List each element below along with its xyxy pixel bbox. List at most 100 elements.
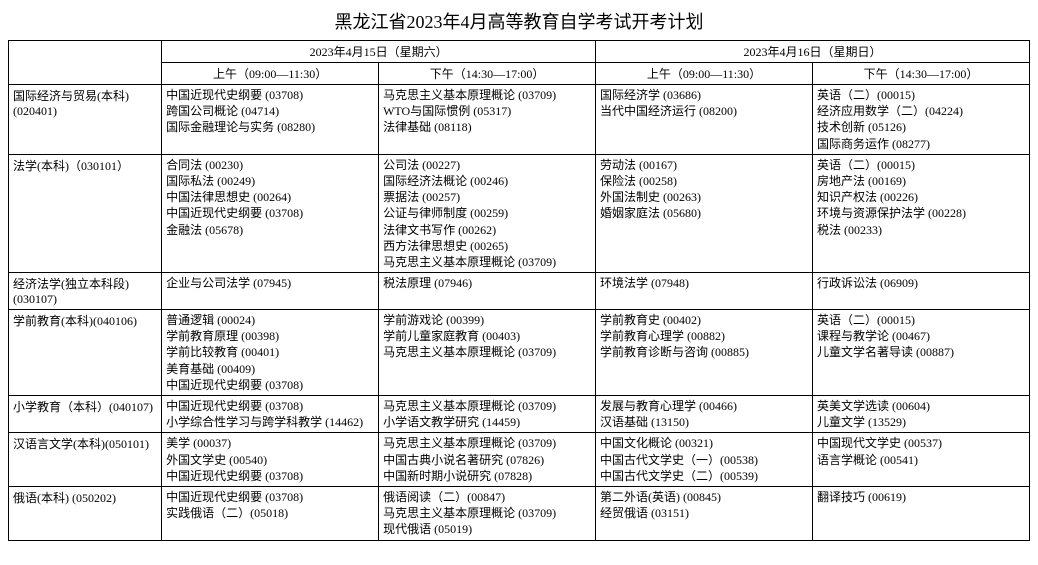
session-cell: 国际经济学 (03686)当代中国经济运行 (08200): [596, 85, 813, 155]
course-line: 儿童文学 (13529): [817, 414, 1025, 430]
session-cell: 公司法 (00227)国际经济法概论 (00246)票据法 (00257)公证与…: [379, 154, 596, 272]
course-line: 西方法律思想史 (00265): [383, 238, 591, 254]
session-cell: 马克思主义基本原理概论 (03709)WTO与国际惯例 (05317)法律基础 …: [379, 85, 596, 155]
course-line: 合同法 (00230): [166, 157, 374, 173]
course-line: 公司法 (00227): [383, 157, 591, 173]
course-line: 实践俄语（二）(05018): [166, 505, 374, 521]
course-line: 第二外语(英语) (00845): [600, 489, 808, 505]
session-cell: 英语（二）(00015)课程与教学论 (00467)儿童文学名著导读 (0088…: [813, 310, 1030, 396]
course-line: 保险法 (00258): [600, 173, 808, 189]
course-line: 中国现代文学史 (00537): [817, 435, 1025, 451]
course-line: 中国近现代史纲要 (03708): [166, 205, 374, 221]
course-line: 经贸俄语 (03151): [600, 505, 808, 521]
course-line: 普通逻辑 (00024): [166, 312, 374, 328]
major-cell: 学前教育(本科)(040106): [9, 310, 162, 396]
session-cell: 英语（二）(00015)经济应用数学（二）(04224)技术创新 (05126)…: [813, 85, 1030, 155]
course-line: 英语（二）(00015): [817, 312, 1025, 328]
session-cell: 发展与教育心理学 (00466)汉语基础 (13150): [596, 396, 813, 433]
course-line: 课程与教学论 (00467): [817, 328, 1025, 344]
session-cell: 合同法 (00230)国际私法 (00249)中国法律思想史 (00264)中国…: [162, 154, 379, 272]
session-cell: 中国近现代史纲要 (03708)实践俄语（二）(05018): [162, 486, 379, 540]
session-cell: 税法原理 (07946): [379, 273, 596, 310]
session-cell: 俄语阅读（二）(00847)马克思主义基本原理概论 (03709)现代俄语 (0…: [379, 486, 596, 540]
session-cell: 中国近现代史纲要 (03708)小学综合性学习与跨学科教学 (14462): [162, 396, 379, 433]
course-line: 英语（二）(00015): [817, 157, 1025, 173]
course-line: 知识产权法 (00226): [817, 189, 1025, 205]
course-line: 公证与律师制度 (00259): [383, 205, 591, 221]
course-line: 国际经济法概论 (00246): [383, 173, 591, 189]
course-line: 学前教育心理学 (00882): [600, 328, 808, 344]
course-line: 环境与资源保护法学 (00228): [817, 205, 1025, 221]
session-cell: 学前教育史 (00402)学前教育心理学 (00882)学前教育诊断与咨询 (0…: [596, 310, 813, 396]
course-line: 中国近现代史纲要 (03708): [166, 489, 374, 505]
session-cell: 环境法学 (07948): [596, 273, 813, 310]
course-line: 国际私法 (00249): [166, 173, 374, 189]
major-cell: 俄语(本科) (050202): [9, 486, 162, 540]
course-line: 技术创新 (05126): [817, 119, 1025, 135]
course-line: 中国文化概论 (00321): [600, 435, 808, 451]
course-line: 翻译技巧 (00619): [817, 489, 1025, 505]
course-line: 房地产法 (00169): [817, 173, 1025, 189]
course-line: 学前教育诊断与咨询 (00885): [600, 344, 808, 360]
course-line: 马克思主义基本原理概论 (03709): [383, 254, 591, 270]
day2-header: 2023年4月16日（星期日）: [596, 41, 1030, 63]
course-line: 税法原理 (07946): [383, 275, 591, 291]
session-cell: 英语（二）(00015)房地产法 (00169)知识产权法 (00226)环境与…: [813, 154, 1030, 272]
session-cell: 学前游戏论 (00399)学前儿童家庭教育 (00403)马克思主义基本原理概论…: [379, 310, 596, 396]
sat-pm-header: 下午（14:30—17:00）: [379, 63, 596, 85]
session-cell: 第二外语(英语) (00845)经贸俄语 (03151): [596, 486, 813, 540]
course-line: 语言学概论 (00541): [817, 452, 1025, 468]
session-cell: 中国近现代史纲要 (03708)跨国公司概论 (04714)国际金融理论与实务 …: [162, 85, 379, 155]
table-row: 国际经济与贸易(本科)(020401)中国近现代史纲要 (03708)跨国公司概…: [9, 85, 1030, 155]
major-cell: 国际经济与贸易(本科)(020401): [9, 85, 162, 155]
session-cell: 美学 (00037)外国文学史 (00540)中国近现代史纲要 (03708): [162, 433, 379, 487]
session-cell: 马克思主义基本原理概论 (03709)小学语文教学研究 (14459): [379, 396, 596, 433]
course-line: 国际金融理论与实务 (08280): [166, 119, 374, 135]
course-line: 经济应用数学（二）(04224): [817, 103, 1025, 119]
major-header: [9, 41, 162, 85]
sat-am-header: 上午（09:00—11:30）: [162, 63, 379, 85]
sun-pm-header: 下午（14:30—17:00）: [813, 63, 1030, 85]
exam-schedule-table: 2023年4月15日（星期六） 2023年4月16日（星期日） 上午（09:00…: [8, 40, 1030, 541]
course-line: 现代俄语 (05019): [383, 521, 591, 537]
course-line: 学前游戏论 (00399): [383, 312, 591, 328]
course-line: 英美文学选读 (00604): [817, 398, 1025, 414]
course-line: 马克思主义基本原理概论 (03709): [383, 398, 591, 414]
course-line: 中国法律思想史 (00264): [166, 189, 374, 205]
session-cell: 英美文学选读 (00604)儿童文学 (13529): [813, 396, 1030, 433]
course-line: 法律文书写作 (00262): [383, 222, 591, 238]
session-cell: 劳动法 (00167)保险法 (00258)外国法制史 (00263)婚姻家庭法…: [596, 154, 813, 272]
course-line: 中国近现代史纲要 (03708): [166, 398, 374, 414]
session-cell: 中国文化概论 (00321)中国古代文学史（一）(00538)中国古代文学史（二…: [596, 433, 813, 487]
major-cell: 法学(本科)（030101）: [9, 154, 162, 272]
course-line: 中国古代文学史（二）(00539): [600, 468, 808, 484]
table-row: 法学(本科)（030101）合同法 (00230)国际私法 (00249)中国法…: [9, 154, 1030, 272]
table-row: 经济法学(独立本科段)(030107)企业与公司法学 (07945)税法原理 (…: [9, 273, 1030, 310]
course-line: 国际经济学 (03686): [600, 87, 808, 103]
major-cell: 小学教育（本科）(040107): [9, 396, 162, 433]
course-line: 行政诉讼法 (06909): [817, 275, 1025, 291]
course-line: 当代中国经济运行 (08200): [600, 103, 808, 119]
course-line: 俄语阅读（二）(00847): [383, 489, 591, 505]
course-line: 税法 (00233): [817, 222, 1025, 238]
table-header-row-1: 2023年4月15日（星期六） 2023年4月16日（星期日）: [9, 41, 1030, 63]
table-row: 汉语言文学(本科)(050101)美学 (00037)外国文学史 (00540)…: [9, 433, 1030, 487]
table-header-row-2: 上午（09:00—11:30） 下午（14:30—17:00） 上午（09:00…: [9, 63, 1030, 85]
course-line: 学前比较教育 (00401): [166, 344, 374, 360]
course-line: 学前儿童家庭教育 (00403): [383, 328, 591, 344]
major-cell: 经济法学(独立本科段)(030107): [9, 273, 162, 310]
course-line: 汉语基础 (13150): [600, 414, 808, 430]
course-line: 马克思主义基本原理概论 (03709): [383, 344, 591, 360]
course-line: 环境法学 (07948): [600, 275, 808, 291]
course-line: 英语（二）(00015): [817, 87, 1025, 103]
table-row: 学前教育(本科)(040106)普通逻辑 (00024)学前教育原理 (0039…: [9, 310, 1030, 396]
course-line: 发展与教育心理学 (00466): [600, 398, 808, 414]
session-cell: 中国现代文学史 (00537)语言学概论 (00541): [813, 433, 1030, 487]
day1-header: 2023年4月15日（星期六）: [162, 41, 596, 63]
course-line: WTO与国际惯例 (05317): [383, 103, 591, 119]
course-line: 中国近现代史纲要 (03708): [166, 468, 374, 484]
sun-am-header: 上午（09:00—11:30）: [596, 63, 813, 85]
course-line: 马克思主义基本原理概论 (03709): [383, 87, 591, 103]
course-line: 中国近现代史纲要 (03708): [166, 377, 374, 393]
session-cell: 企业与公司法学 (07945): [162, 273, 379, 310]
